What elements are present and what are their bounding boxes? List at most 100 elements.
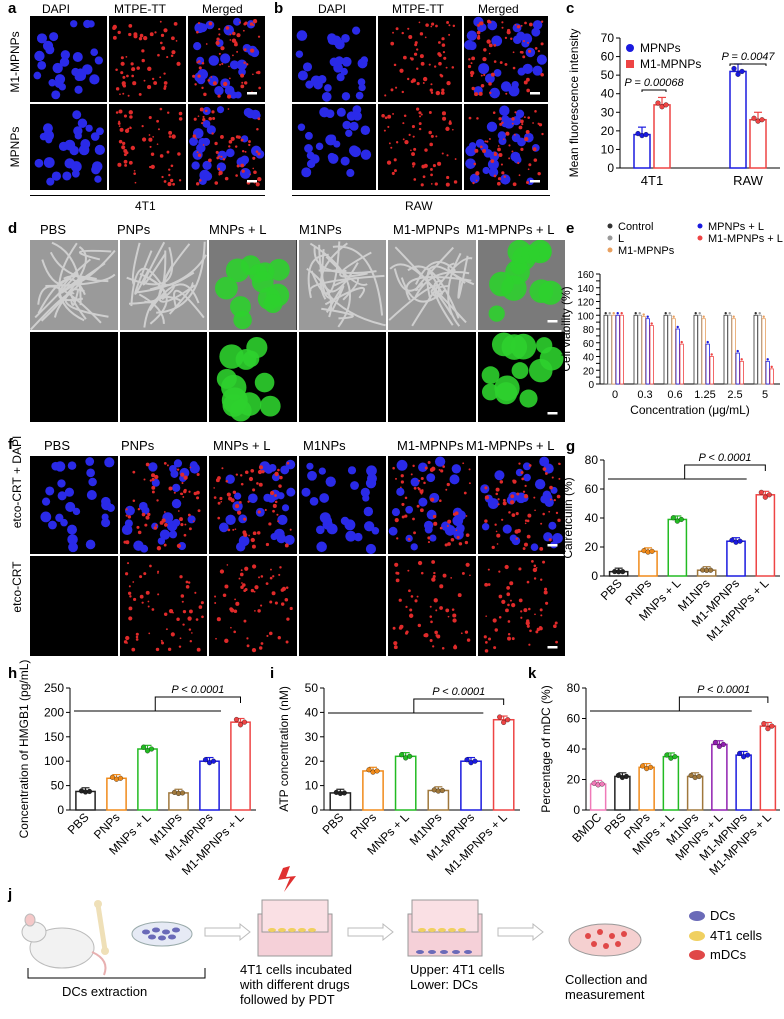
- p-value: P < 0.0001: [697, 684, 750, 696]
- y-tick-label: 0: [57, 803, 64, 817]
- y-tick-label: 10: [305, 779, 319, 793]
- micrograph-a: [188, 104, 265, 190]
- bar: [619, 314, 624, 385]
- data-point: [341, 790, 347, 796]
- data-point: [374, 768, 380, 774]
- y-tick-label: 160: [577, 270, 594, 281]
- y-tick-label: 70: [601, 31, 615, 45]
- legend-label: MPNPs + L: [708, 221, 764, 233]
- bar: [761, 318, 766, 385]
- panel-label-j: j: [8, 886, 13, 903]
- bar: [727, 314, 732, 385]
- panel-label-g: g: [566, 438, 576, 455]
- bar: [765, 360, 770, 385]
- arrow-icon: [497, 922, 544, 942]
- x-axis-label: Concentration (μg/mL): [630, 403, 750, 417]
- data-point: [740, 358, 743, 361]
- y-tick-label: 100: [577, 311, 594, 322]
- data-point: [643, 132, 649, 138]
- data-point: [472, 758, 478, 764]
- data-point: [698, 312, 701, 315]
- data-point: [688, 772, 694, 778]
- step-label-4: Collection and measurement: [565, 972, 648, 1002]
- data-point: [728, 312, 731, 315]
- data-point: [623, 773, 629, 779]
- micrograph-a: [30, 16, 107, 102]
- data-point: [615, 772, 621, 778]
- data-point: [770, 365, 773, 369]
- data-point: [769, 723, 775, 729]
- data-point: [399, 752, 405, 758]
- panel-label-h: h: [8, 665, 18, 682]
- data-point: [668, 312, 671, 315]
- legend-marker: [607, 223, 613, 229]
- x-tick-label: 0.6: [667, 389, 682, 401]
- y-tick-label: 60: [585, 482, 599, 496]
- bar: [709, 356, 714, 385]
- data-point: [140, 744, 147, 750]
- y-tick-label: 10: [601, 142, 615, 156]
- group-line-raw: [292, 195, 550, 196]
- col-label-dapi-b: DAPI: [318, 2, 347, 16]
- data-point: [464, 757, 470, 763]
- bar: [675, 328, 680, 385]
- y-tick-label: 60: [601, 50, 615, 64]
- data-point: [745, 752, 751, 758]
- y-tick-label: 140: [577, 284, 594, 295]
- transwell-icon: [257, 866, 333, 957]
- data-point: [720, 741, 726, 747]
- col-label-d-3: M1NPs: [299, 222, 342, 237]
- bar: [679, 343, 684, 385]
- micrograph-f: [30, 456, 118, 554]
- micrograph-f: [209, 556, 297, 656]
- data-point: [712, 739, 718, 746]
- significance-bracket: [678, 696, 769, 711]
- data-point: [233, 716, 240, 723]
- legend-label-dcs: DCs: [710, 908, 736, 923]
- micrograph-f: [477, 556, 565, 656]
- bone-icon: [94, 900, 109, 955]
- data-point: [655, 100, 661, 106]
- legend-label: L: [618, 233, 624, 245]
- col-label-d-2: MNPs + L: [209, 222, 267, 237]
- x-tick-label: 5: [762, 389, 768, 401]
- data-point: [501, 719, 507, 725]
- data-point: [505, 717, 511, 723]
- legend-marker: [607, 247, 613, 253]
- y-tick-label: 80: [567, 681, 581, 695]
- arrow-icon: [347, 922, 394, 942]
- data-point: [758, 489, 764, 495]
- data-point: [735, 71, 741, 77]
- data-point: [751, 115, 757, 121]
- data-point: [664, 752, 670, 758]
- y-tick-label: 80: [583, 325, 595, 336]
- legend-label-4t1: 4T1 cells: [710, 928, 763, 943]
- bar: [769, 368, 774, 385]
- col-label-f-1: PNPs: [121, 438, 155, 453]
- data-point: [366, 767, 372, 773]
- bar: [603, 314, 608, 385]
- micrograph-b: [378, 16, 462, 102]
- col-label-merged-b: Merged: [478, 2, 519, 16]
- micrograph-b: [464, 16, 548, 102]
- significance-bracket: [154, 696, 241, 711]
- p-value: P < 0.0001: [171, 684, 224, 696]
- data-point: [663, 102, 669, 108]
- micrograph-d: [388, 240, 476, 330]
- micrograph-d: [477, 332, 565, 422]
- bar: [693, 314, 698, 385]
- x-tick-label: 2.5: [727, 389, 742, 401]
- transwell-icon: [407, 899, 483, 957]
- p-value: P = 0.00068: [624, 77, 684, 89]
- y-tick-label: 60: [583, 339, 595, 350]
- y-tick-label: 80: [585, 453, 599, 467]
- data-point: [650, 322, 653, 325]
- data-point: [620, 569, 626, 575]
- y-tick-label: 20: [567, 773, 581, 787]
- data-point: [678, 516, 684, 522]
- data-point: [761, 721, 767, 727]
- bar: [615, 314, 620, 385]
- col-label-f-5: M1-MPNPs + L: [466, 438, 555, 453]
- x-tick-label: 4T1: [641, 173, 663, 188]
- petri-dish-icon: [568, 923, 642, 957]
